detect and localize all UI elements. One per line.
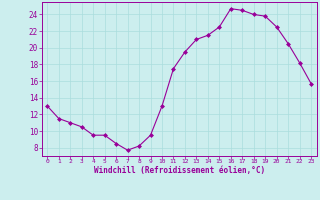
X-axis label: Windchill (Refroidissement éolien,°C): Windchill (Refroidissement éolien,°C) — [94, 166, 265, 175]
